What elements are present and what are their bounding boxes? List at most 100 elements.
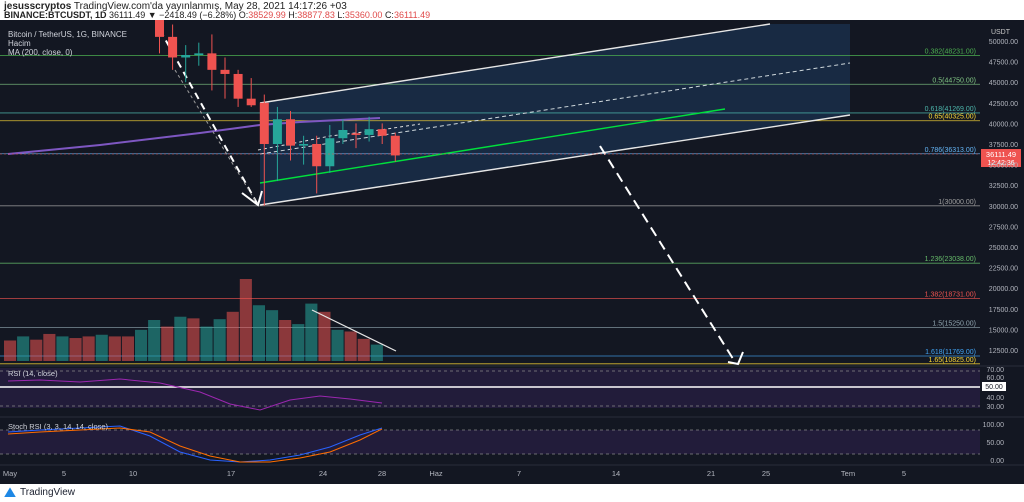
volume-bar [305,303,318,361]
volume-bar [213,319,226,361]
ohlc-low-value: 35360.00 [344,10,383,20]
stoch-d-line[interactable] [7,427,383,463]
volume-bars [4,279,383,361]
projection-arrow-head-1 [241,190,263,207]
green-trend-line[interactable] [259,108,726,184]
ohlc-open-value: 38529.99 [248,10,286,20]
fib-label-6: 1.236(23038.00) [925,256,976,263]
time-tick-6: Haz [429,469,443,478]
volume-bar [292,324,305,361]
fib-label-0: 0.382(48231.00) [925,49,976,56]
legend-volume: Hacim [8,39,31,48]
price-tick-12: 20000.00 [989,286,1018,293]
volume-bar [279,320,292,361]
tradingview-logo-icon [4,487,16,498]
publish-info: TradingView.com'da yayınlanmış, May 28, … [73,1,347,12]
candle-body [325,138,335,167]
stoch-tick-2: 0.00 [990,458,1004,465]
volume-bar [200,326,213,361]
ohlc-open-label: O: [238,10,249,20]
tradingview-logo[interactable]: TradingView [4,487,75,498]
stoch-tick-1: 50.00 [986,440,1004,447]
volume-bar [69,338,82,361]
chart-canvas[interactable]: 0.382(48231.00) 0.5(44750.00) 0.618(41269.… [0,20,1024,484]
volume-bar [108,336,121,361]
candle-body [220,69,230,74]
time-tick-0: May [3,469,17,478]
candle-body [299,144,309,146]
legend-title: Bitcoin / TetherUS, 1G, BINANCE [8,30,127,39]
channel-mid-line[interactable] [259,62,851,155]
price-tick-4: 40000.00 [989,121,1018,128]
projection-dashed-1[interactable] [159,29,259,206]
price-tick-6: 35000.00 [989,163,1018,170]
fib-label-10: 1.65(10825.00) [929,357,976,364]
candle-body [207,53,217,70]
candle-body [233,73,243,99]
stoch-band [0,430,980,454]
time-axis-labels: May 5 10 17 24 28 Haz 7 14 21 25 Tem 5 [3,469,906,478]
price-badge [981,149,1021,167]
ohlc-high-label: H: [288,10,298,20]
price-tick-13: 17500.00 [989,307,1018,314]
volume-bar [370,344,383,361]
price-axis-labels: 50000.00 47500.00 45000.00 42500.00 40000.00… [989,39,1018,355]
time-tick-7: 7 [517,469,521,478]
candle-body [272,119,282,144]
price-tick-11: 22500.00 [989,266,1018,273]
publish-line: jesusscryptos TradingView.com'da yayınla… [4,1,347,12]
projection-dashed-2[interactable] [599,145,736,363]
price-tick-15: 12500.00 [989,348,1018,355]
time-tick-9: 21 [707,469,715,478]
rsi-tick-3: 40.00 [986,395,1004,402]
volume-trend-line[interactable] [311,309,397,352]
time-tick-8: 14 [612,469,620,478]
volume-bar [331,329,344,361]
price-tick-3: 42500.00 [989,101,1018,108]
fib-label-2: 0.618(41269.00) [925,106,976,113]
projection-dotted [174,69,259,206]
candle-body [377,129,387,136]
rsi-badge-value: 50.00 [985,384,1003,391]
projection-arrow-head [727,351,744,366]
rsi-tick-1: 60.00 [986,375,1004,382]
volume-bar [30,339,43,361]
candle-body [364,129,374,135]
volume-bar [4,340,17,361]
volume-bar [266,310,279,361]
time-tick-1: 5 [62,469,66,478]
price-tick-14: 15000.00 [989,327,1018,334]
candle-body [390,135,400,156]
volume-bar [357,338,370,361]
volume-bar [187,318,200,361]
symbol-line: BINANCE:BTCUSDT, 1D 36111.49 ▼ −2418.49 … [4,10,430,20]
price-change: 36111.49 ▼ −2418.49 (−6.28%) [109,10,237,20]
channel-lower-line[interactable] [259,114,851,206]
volume-bar [43,333,56,361]
price-tick-7: 32500.00 [989,183,1018,190]
symbol-name: BINANCE:BTCUSDT, 1D [4,10,107,20]
volume-bar [121,336,134,361]
ohlc-high-value: 38877.83 [297,10,335,20]
volume-bar [95,334,108,361]
volume-bar [148,320,161,361]
price-tick-0: 50000.00 [989,39,1018,46]
volume-bar [318,311,331,361]
channel-upper-line[interactable] [259,23,771,104]
stoch-k-line[interactable] [7,425,383,463]
price-tick-10: 25000.00 [989,245,1018,252]
time-tick-4: 24 [319,469,327,478]
candle-body [168,36,178,58]
volume-bar [17,336,30,361]
candles [155,20,400,206]
fib-label-3: 0.65(40325.00) [929,114,976,121]
chart-header: jesusscryptos TradingView.com'da yayınla… [0,0,1024,20]
candle-body [312,144,322,167]
footer: TradingView [0,484,1024,502]
legend-ma: MA (200, close, 0) [8,48,73,57]
candle-body [286,119,295,146]
rsi-line[interactable] [7,378,383,411]
author-name[interactable]: jesusscryptos [4,1,72,12]
stoch-tick-0: 100.00 [983,422,1005,429]
